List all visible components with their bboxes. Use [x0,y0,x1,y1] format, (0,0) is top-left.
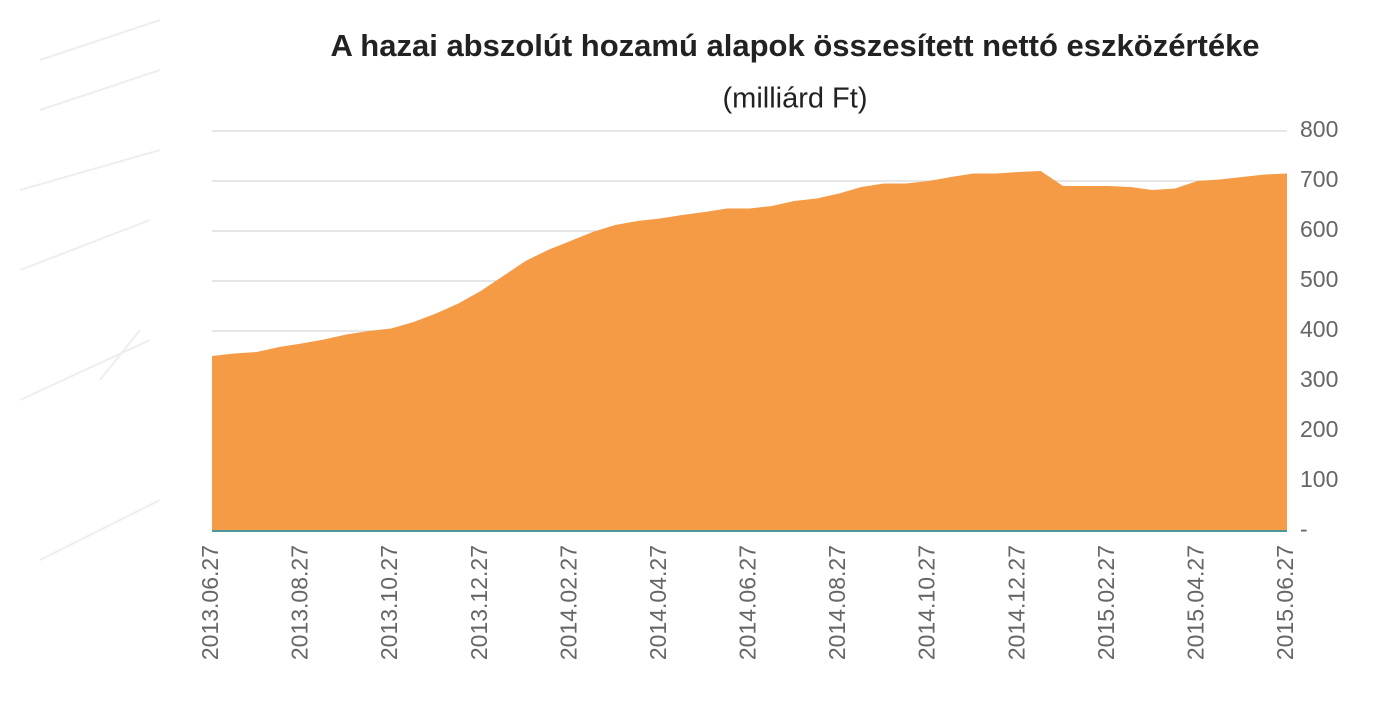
x-tick-label: 2015.02.27 [1093,545,1119,660]
y-tick-label: 600 [1300,216,1338,242]
x-tick-label: 2013.06.27 [197,545,223,660]
background-decoration [19,19,161,561]
x-tick-label: 2013.12.27 [466,545,492,660]
y-tick-label: - [1300,516,1308,542]
chart-title: A hazai abszolút hozamú alapok összesíte… [330,28,1259,63]
area [212,171,1287,531]
y-tick-label: 800 [1300,116,1338,142]
x-tick-label: 2014.12.27 [1003,545,1029,660]
x-tick-label: 2014.08.27 [824,545,850,660]
x-tick-label: 2014.10.27 [914,545,940,660]
x-tick-label: 2013.10.27 [376,545,402,660]
x-tick-label: 2014.02.27 [555,545,581,660]
x-tick-label: 2014.06.27 [735,545,761,660]
x-tick-label: 2013.08.27 [287,545,313,660]
y-tick-label: 400 [1300,316,1338,342]
x-tick-label: 2014.04.27 [645,545,671,660]
chart-subtitle: (milliárd Ft) [723,83,868,115]
y-tick-label: 100 [1300,466,1338,492]
y-tick-label: 200 [1300,416,1338,442]
y-tick-label: 700 [1300,166,1338,192]
y-tick-label: 300 [1300,366,1338,392]
y-tick-label: 500 [1300,266,1338,292]
x-tick-label: 2015.06.27 [1272,545,1298,660]
x-tick-label: 2015.04.27 [1182,545,1208,660]
